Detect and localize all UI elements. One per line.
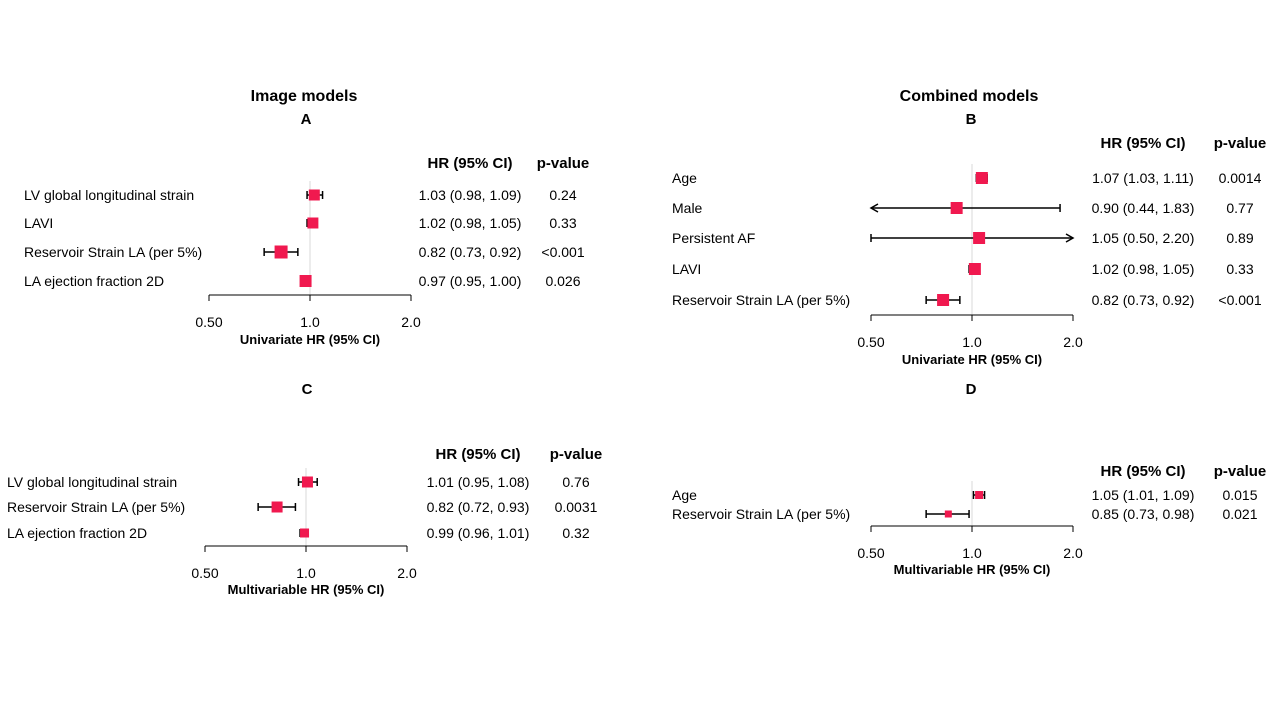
row-label: LV global longitudinal strain [7, 474, 177, 490]
x-tick-label: 1.0 [962, 334, 982, 350]
column-header-hr: HR (95% CI) [427, 155, 512, 172]
row-hr-ci: 1.02 (0.98, 1.05) [1092, 261, 1195, 277]
x-tick-label: 1.0 [300, 314, 320, 330]
hr-point-marker [271, 501, 283, 513]
row-p-value: 0.33 [1226, 261, 1253, 277]
column-header-hr: HR (95% CI) [1100, 463, 1185, 480]
x-tick-label: 0.50 [191, 565, 218, 581]
hr-point-marker [299, 275, 312, 287]
x-tick-label: 2.0 [1063, 334, 1083, 350]
row-hr-ci: 1.07 (1.03, 1.11) [1092, 170, 1194, 186]
x-tick-label: 0.50 [857, 334, 884, 350]
hr-point-marker [274, 245, 288, 259]
row-p-value: <0.001 [1218, 292, 1261, 308]
forest-panel-c: C HR (95% CI) p-value 0.50 1.0 2.0 Multivariab… [7, 381, 602, 597]
column-header-p-value: p-value [550, 446, 603, 463]
row-hr-ci: 1.03 (0.98, 1.09) [419, 187, 522, 203]
x-tick-label: 0.50 [857, 545, 884, 561]
hr-point-marker [301, 476, 313, 488]
row-hr-ci: 0.82 (0.73, 0.92) [1092, 292, 1195, 308]
row-hr-ci: 1.01 (0.95, 1.08) [427, 474, 530, 490]
row-label: Reservoir Strain LA (per 5%) [672, 292, 850, 308]
column-header-p-value: p-value [537, 155, 590, 172]
row-p-value: 0.33 [549, 215, 576, 231]
ci-arrow [1065, 233, 1075, 243]
row-label: Persistent AF [672, 230, 755, 246]
hr-point-marker [975, 172, 988, 184]
row-hr-ci: 0.90 (0.44, 1.83) [1092, 200, 1195, 216]
column-header-p-value: p-value [1214, 135, 1267, 152]
row-p-value: 0.32 [562, 525, 589, 541]
forest-panels: A HR (95% CI) p-value 0.50 1.0 2.0 Univariate … [7, 111, 1266, 597]
row-hr-ci: 1.02 (0.98, 1.05) [419, 215, 522, 231]
column-header-p-value: p-value [1214, 463, 1267, 480]
row-p-value: 0.76 [562, 474, 589, 490]
panel-label: B [966, 111, 977, 128]
row-label: LA ejection fraction 2D [24, 273, 164, 289]
row-hr-ci: 1.05 (0.50, 2.20) [1092, 230, 1195, 246]
row-p-value: 0.0014 [1219, 170, 1262, 186]
row-label: LA ejection fraction 2D [7, 525, 147, 541]
x-tick-label: 0.50 [195, 314, 222, 330]
panel-label: C [302, 381, 313, 398]
x-axis-label: Univariate HR (95% CI) [902, 352, 1042, 367]
row-hr-ci: 0.82 (0.72, 0.93) [427, 499, 530, 515]
row-p-value: 0.24 [549, 187, 576, 203]
row-p-value: 0.89 [1226, 230, 1253, 246]
hr-point-marker [308, 189, 320, 201]
row-hr-ci: 0.97 (0.95, 1.00) [419, 273, 522, 289]
hr-point-marker [937, 294, 950, 306]
row-p-value: 0.026 [545, 273, 580, 289]
x-tick-label: 2.0 [397, 565, 417, 581]
x-tick-label: 2.0 [401, 314, 421, 330]
row-p-value: 0.021 [1222, 506, 1257, 522]
column-header-hr: HR (95% CI) [435, 446, 520, 463]
section-title-combined-models: Combined models [900, 88, 1039, 105]
row-label: Age [672, 170, 697, 186]
forest-panel-a: A HR (95% CI) p-value 0.50 1.0 2.0 Univariate … [24, 111, 589, 347]
row-label: Reservoir Strain LA (per 5%) [24, 244, 202, 260]
row-p-value: 0.77 [1226, 200, 1253, 216]
hr-point-marker [307, 217, 319, 229]
row-p-value: 0.0031 [555, 499, 598, 515]
panel-label: D [966, 381, 977, 398]
forest-panel-b: B HR (95% CI) p-value 0.50 1.0 2.0 Univariate … [672, 111, 1266, 367]
panel-label: A [301, 111, 312, 128]
row-p-value: <0.001 [541, 244, 584, 260]
row-label: Reservoir Strain LA (per 5%) [7, 499, 185, 515]
x-axis-label: Univariate HR (95% CI) [240, 332, 380, 347]
x-axis-label: Multivariable HR (95% CI) [894, 562, 1051, 577]
hr-point-marker [950, 202, 963, 214]
row-hr-ci: 0.82 (0.73, 0.92) [419, 244, 522, 260]
ci-arrow [869, 203, 879, 213]
section-title-image-models: Image models [251, 88, 358, 105]
x-tick-label: 1.0 [962, 545, 982, 561]
row-label: LAVI [24, 215, 53, 231]
row-label: Age [672, 487, 697, 503]
x-tick-label: 1.0 [296, 565, 316, 581]
hr-point-marker [975, 491, 984, 499]
row-label: Male [672, 200, 703, 216]
hr-point-marker [300, 528, 310, 538]
x-tick-label: 2.0 [1063, 545, 1083, 561]
row-label: LAVI [672, 261, 701, 277]
row-p-value: 0.015 [1222, 487, 1257, 503]
row-label: Reservoir Strain LA (per 5%) [672, 506, 850, 522]
x-axis-label: Multivariable HR (95% CI) [228, 582, 385, 597]
column-header-hr: HR (95% CI) [1100, 135, 1185, 152]
row-label: LV global longitudinal strain [24, 187, 194, 203]
hr-point-marker [973, 232, 986, 244]
row-hr-ci: 1.05 (1.01, 1.09) [1092, 487, 1195, 503]
row-hr-ci: 0.85 (0.73, 0.98) [1092, 506, 1195, 522]
forest-panel-d: D HR (95% CI) p-value 0.50 1.0 2.0 Multivariab… [672, 381, 1266, 577]
hr-point-marker [968, 263, 981, 275]
hr-point-marker [944, 510, 952, 518]
row-hr-ci: 0.99 (0.96, 1.01) [427, 525, 530, 541]
